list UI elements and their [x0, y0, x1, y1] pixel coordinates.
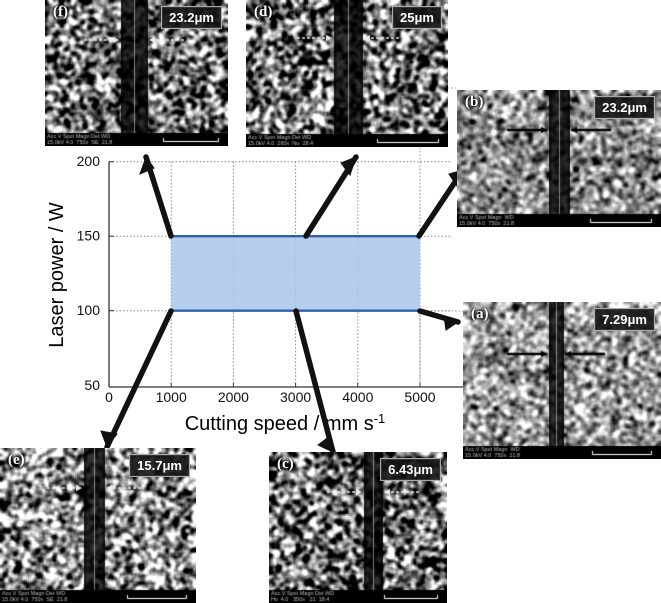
svg-text:2000: 2000 — [218, 389, 249, 405]
svg-text:4000: 4000 — [342, 389, 373, 405]
svg-text:Cutting speed / mm s-1: Cutting speed / mm s-1 — [185, 411, 386, 436]
svg-text:5000: 5000 — [404, 389, 435, 405]
svg-text:150: 150 — [77, 228, 101, 244]
svg-text:100: 100 — [77, 302, 101, 318]
svg-text:50: 50 — [84, 377, 100, 393]
svg-text:Laser power / W: Laser power / W — [46, 202, 68, 348]
svg-text:200: 200 — [77, 153, 101, 169]
svg-text:0: 0 — [105, 389, 113, 405]
svg-text:1000: 1000 — [156, 389, 187, 405]
svg-text:3000: 3000 — [280, 389, 311, 405]
